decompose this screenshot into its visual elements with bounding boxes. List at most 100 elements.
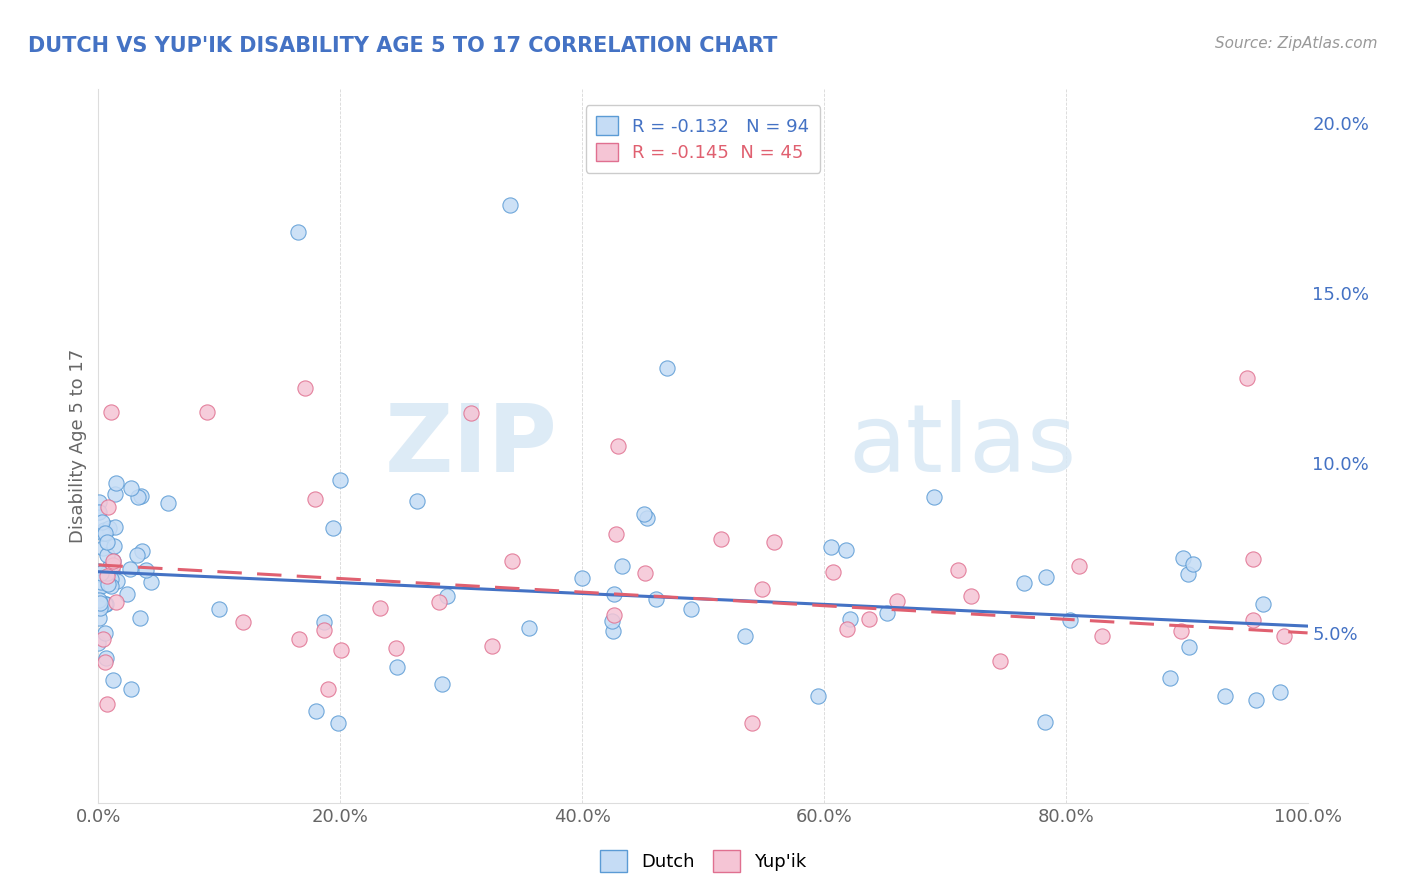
Yup'ik <box>1272 629 1295 643</box>
Yup'ik <box>294 381 316 395</box>
Dutch <box>91 541 114 555</box>
Yup'ik <box>97 500 120 514</box>
Dutch <box>120 562 142 576</box>
Dutch <box>127 491 149 505</box>
Dutch <box>655 360 678 375</box>
Dutch <box>839 612 862 626</box>
Yup'ik <box>1236 371 1258 385</box>
Yup'ik <box>1067 559 1090 574</box>
Yup'ik <box>858 612 880 626</box>
Dutch <box>436 590 458 604</box>
Dutch <box>93 523 115 537</box>
Dutch <box>91 526 114 541</box>
Dutch <box>105 574 128 588</box>
Dutch <box>835 543 858 558</box>
Dutch <box>1178 640 1201 654</box>
Dutch <box>96 534 118 549</box>
Dutch <box>90 575 112 590</box>
Dutch <box>87 505 110 519</box>
Yup'ik <box>1241 613 1264 627</box>
Dutch <box>87 593 110 607</box>
Yup'ik <box>91 632 114 647</box>
Dutch <box>405 493 427 508</box>
Yup'ik <box>368 600 391 615</box>
Dutch <box>322 521 344 535</box>
Yup'ik <box>304 491 326 506</box>
Dutch <box>87 578 110 592</box>
Dutch <box>103 554 125 568</box>
Dutch <box>105 476 128 491</box>
Yup'ik <box>288 632 311 647</box>
Dutch <box>101 564 124 578</box>
Dutch <box>87 564 110 578</box>
Dutch <box>90 566 112 580</box>
Dutch <box>734 629 756 643</box>
Dutch <box>876 606 898 620</box>
Dutch <box>90 568 112 582</box>
Yup'ik <box>96 568 118 582</box>
Dutch <box>129 489 152 503</box>
Dutch <box>681 602 703 616</box>
Yup'ik <box>195 405 218 419</box>
Dutch <box>98 559 121 574</box>
Dutch <box>104 486 127 500</box>
Dutch <box>1215 689 1237 703</box>
Dutch <box>139 574 162 589</box>
Yup'ik <box>837 622 859 636</box>
Dutch <box>603 587 626 601</box>
Yup'ik <box>1170 624 1192 639</box>
Dutch <box>100 579 122 593</box>
Dutch <box>120 481 142 495</box>
Dutch <box>610 559 633 574</box>
Yup'ik <box>481 639 503 653</box>
Yup'ik <box>96 697 118 711</box>
Yup'ik <box>634 566 657 580</box>
Yup'ik <box>104 595 127 609</box>
Text: atlas: atlas <box>848 400 1077 492</box>
Dutch <box>94 525 117 540</box>
Dutch <box>157 496 180 510</box>
Dutch <box>100 572 122 586</box>
Dutch <box>602 624 624 638</box>
Yup'ik <box>460 405 482 419</box>
Yup'ik <box>427 595 450 609</box>
Dutch <box>1035 570 1057 584</box>
Yup'ik <box>988 654 1011 668</box>
Dutch <box>600 614 623 628</box>
Dutch <box>820 541 842 555</box>
Dutch <box>329 473 352 487</box>
Dutch <box>571 571 593 585</box>
Yup'ik <box>960 589 983 603</box>
Dutch <box>96 548 118 562</box>
Y-axis label: Disability Age 5 to 17: Disability Age 5 to 17 <box>69 349 87 543</box>
Dutch <box>120 682 142 697</box>
Dutch <box>312 615 335 629</box>
Dutch <box>1012 576 1035 591</box>
Yup'ik <box>101 554 124 568</box>
Yup'ik <box>314 624 336 638</box>
Dutch <box>90 515 112 529</box>
Dutch <box>94 597 117 611</box>
Yup'ik <box>710 532 733 546</box>
Yup'ik <box>603 607 626 622</box>
Yup'ik <box>607 439 630 453</box>
Dutch <box>1253 597 1275 611</box>
Dutch <box>208 601 231 615</box>
Legend: Dutch, Yup'ik: Dutch, Yup'ik <box>592 843 814 880</box>
Yup'ik <box>741 715 763 730</box>
Dutch <box>98 521 121 535</box>
Yup'ik <box>751 582 773 596</box>
Yup'ik <box>330 643 353 657</box>
Dutch <box>498 198 520 212</box>
Yup'ik <box>1091 629 1114 643</box>
Dutch <box>94 597 117 611</box>
Dutch <box>94 650 117 665</box>
Dutch <box>633 507 655 521</box>
Dutch <box>89 494 111 508</box>
Dutch <box>103 539 125 553</box>
Dutch <box>326 716 349 731</box>
Dutch <box>89 600 111 615</box>
Yup'ik <box>385 641 408 656</box>
Yup'ik <box>605 527 627 541</box>
Dutch <box>128 611 150 625</box>
